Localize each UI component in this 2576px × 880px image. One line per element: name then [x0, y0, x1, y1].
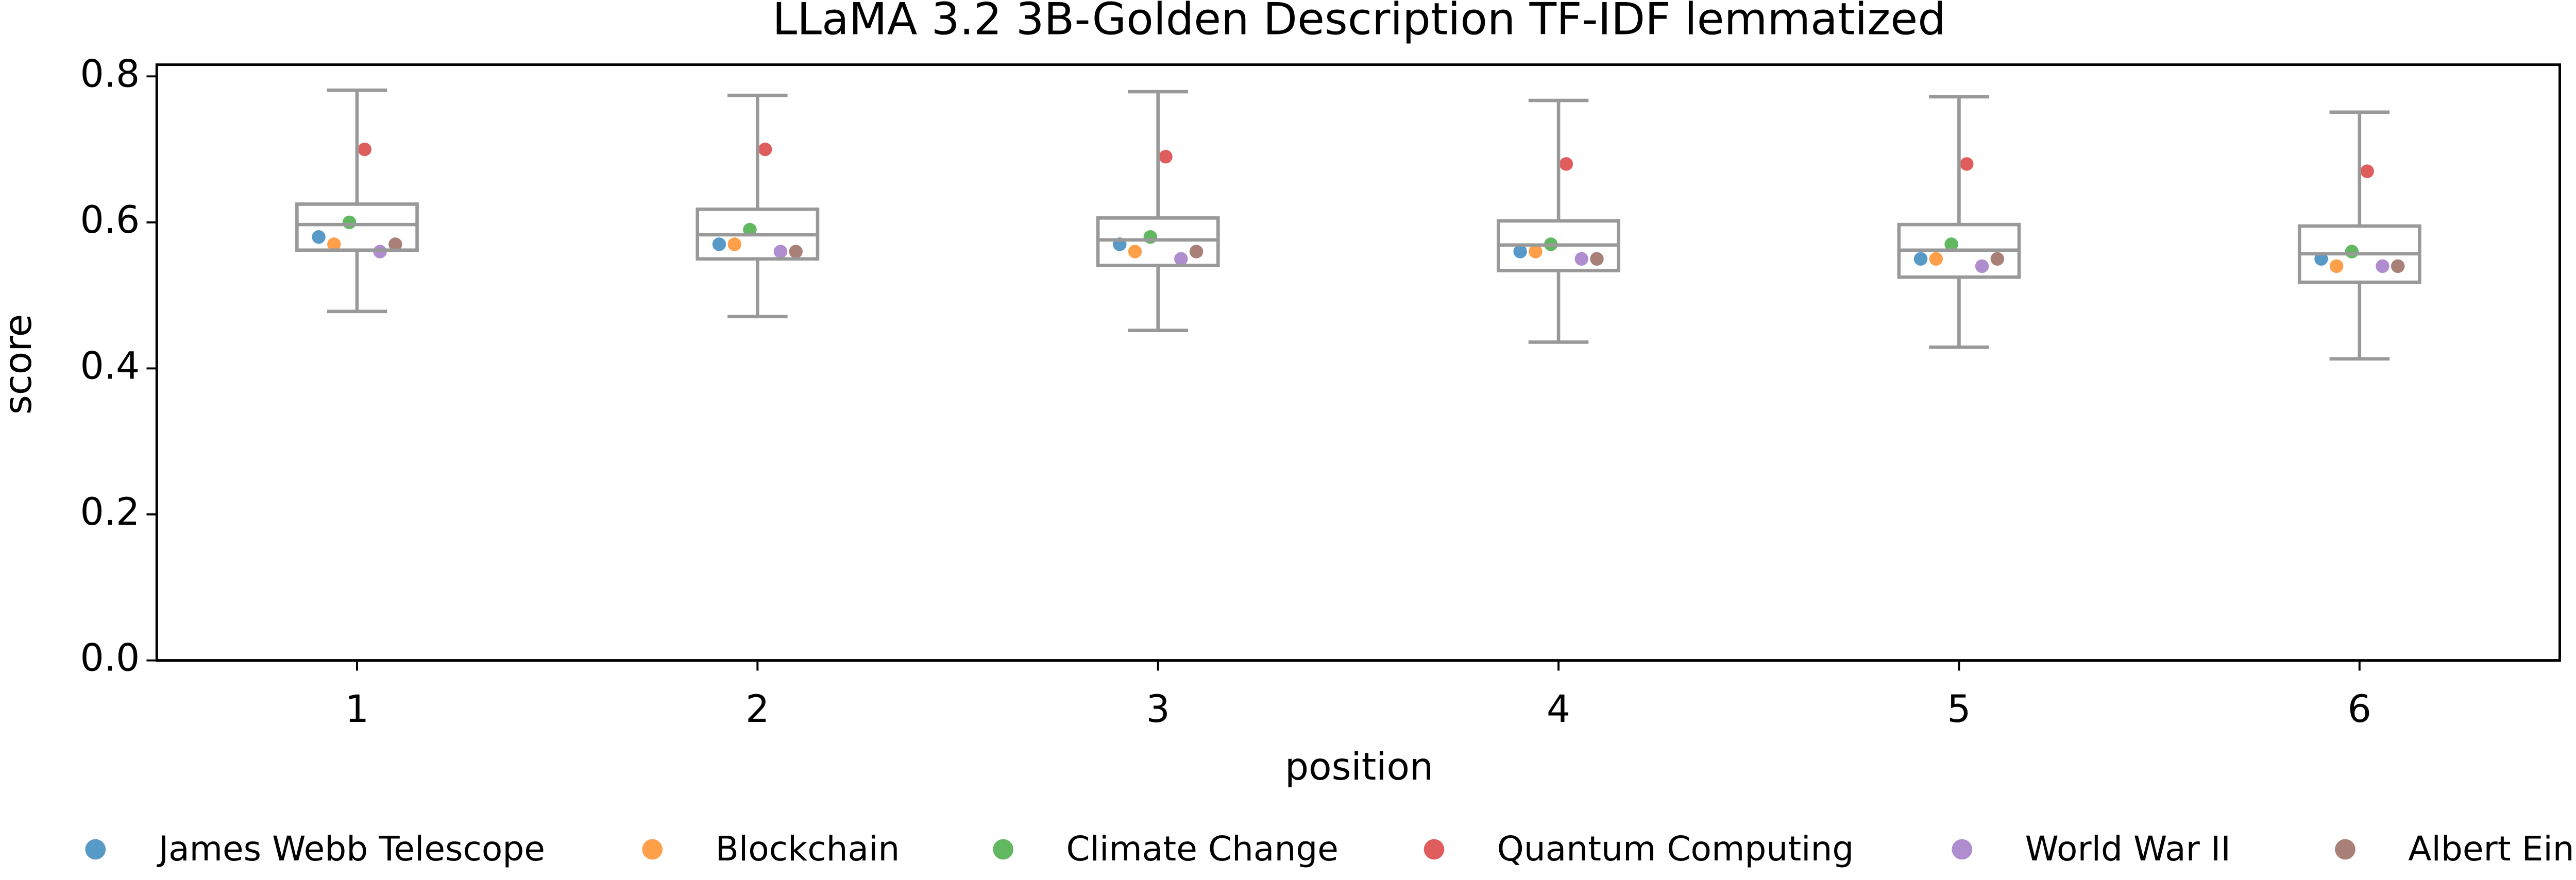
point	[1128, 245, 1142, 258]
legend-marker	[85, 839, 106, 860]
x-tick-label: 5	[1947, 687, 1971, 731]
point	[2360, 164, 2374, 178]
point	[2329, 259, 2344, 273]
point	[1944, 237, 1958, 251]
point	[1143, 230, 1158, 244]
point	[1529, 245, 1543, 258]
x-tick-label: 2	[745, 687, 769, 731]
legend-label: Quantum Computing	[1497, 829, 1854, 869]
y-tick-label: 0.2	[80, 490, 140, 534]
point	[327, 237, 341, 251]
point	[1513, 245, 1527, 258]
x-axis-label: position	[1285, 745, 1433, 789]
box	[295, 202, 419, 252]
point	[342, 215, 357, 230]
y-tick-label: 0.0	[80, 636, 140, 680]
legend-marker	[1952, 839, 1973, 860]
point	[1574, 252, 1588, 266]
y-tick-label: 0.4	[80, 344, 140, 388]
point	[773, 245, 788, 258]
legend-label: James Webb Telescope	[157, 829, 545, 869]
point	[1929, 252, 1943, 266]
legend-marker	[2335, 839, 2355, 860]
point	[312, 230, 326, 244]
point	[727, 237, 741, 251]
legend-label: Climate Change	[1066, 829, 1338, 869]
point	[1913, 252, 1928, 266]
plot-frame	[155, 63, 2561, 662]
point	[2345, 245, 2359, 258]
point	[743, 222, 757, 237]
point	[1960, 157, 1974, 171]
point	[388, 237, 402, 251]
point	[1990, 252, 2005, 266]
y-tick-label: 0.6	[80, 198, 140, 242]
point	[1159, 150, 1173, 164]
point	[2314, 252, 2328, 266]
legend-label: World War II	[2025, 829, 2231, 869]
y-tick-label: 0.8	[80, 52, 140, 96]
x-tick-label: 3	[1146, 687, 1170, 731]
legend-label: Albert Einstein	[2408, 829, 2576, 869]
legend-marker	[642, 839, 663, 860]
x-tick-label: 4	[1547, 687, 1570, 731]
chart-title: LLaMA 3.2 3B-Golden Description TF-IDF l…	[772, 0, 1946, 45]
point	[1590, 252, 1604, 266]
point	[758, 142, 772, 157]
point	[712, 237, 726, 251]
legend-marker	[993, 839, 1014, 860]
box	[1096, 216, 1220, 267]
point	[1975, 259, 1989, 273]
x-tick-label: 1	[345, 687, 369, 731]
point	[1189, 245, 1204, 258]
point	[789, 245, 803, 258]
x-tick-label: 6	[2348, 687, 2371, 731]
point	[2376, 259, 2389, 273]
point	[358, 142, 372, 157]
y-axis-label: score	[0, 314, 40, 415]
point	[1174, 252, 1188, 266]
legend-label: Blockchain	[716, 829, 900, 869]
point	[2391, 259, 2405, 273]
point	[1559, 157, 1573, 171]
legend-marker	[1423, 839, 1445, 860]
